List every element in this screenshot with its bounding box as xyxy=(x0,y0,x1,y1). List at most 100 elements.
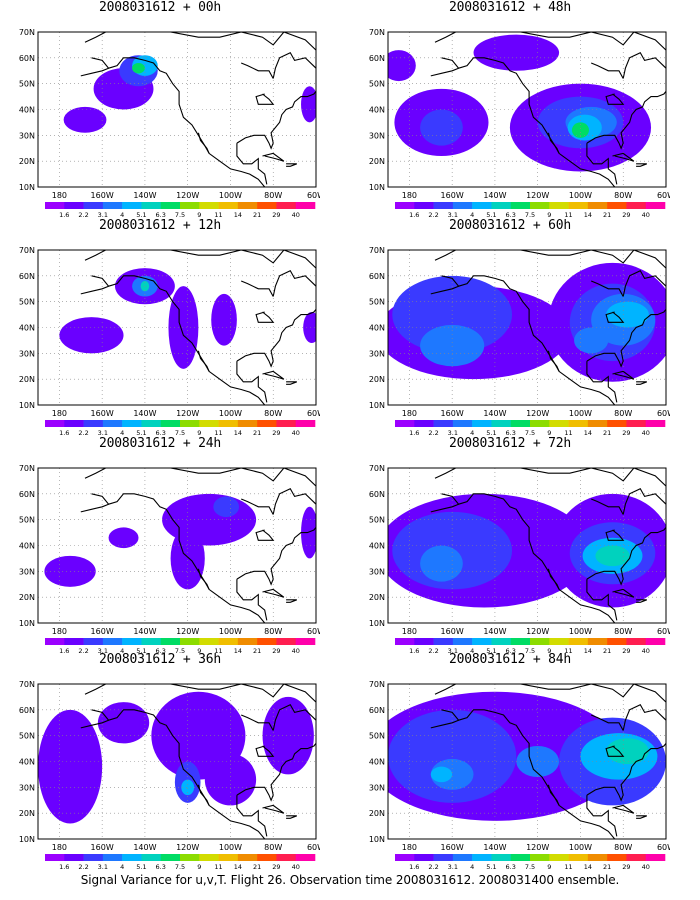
colorbar-swatch xyxy=(530,420,550,427)
variance-field xyxy=(38,468,316,623)
coastline xyxy=(91,57,266,187)
lon-tick-label: 80W xyxy=(264,191,282,200)
colorbar-swatch xyxy=(395,638,415,645)
colorbar-swatch xyxy=(83,854,104,861)
coastline xyxy=(605,745,625,757)
variance-contour xyxy=(606,301,649,328)
colorbar-label: 29 xyxy=(622,211,630,219)
variance-contour xyxy=(204,753,257,806)
lat-tick-label: 60N xyxy=(19,706,35,715)
colorbar-swatch xyxy=(199,420,219,427)
colorbar-swatch xyxy=(510,202,531,209)
colorbar-label: 11 xyxy=(214,211,222,219)
colorbar-swatch xyxy=(276,420,297,427)
colorbar-swatch xyxy=(626,854,647,861)
colorbar-swatch xyxy=(414,420,434,427)
colorbar-label: 5.1 xyxy=(136,863,146,871)
colorbar-label: 9 xyxy=(197,211,201,219)
colorbar-label: 1.6 xyxy=(409,647,419,655)
lon-tick-label: 160W xyxy=(91,627,114,636)
lon-tick-label: 60W xyxy=(657,191,670,200)
colorbar-label: 3.1 xyxy=(98,211,108,219)
variance-field xyxy=(388,32,666,187)
variance-contour xyxy=(108,527,139,549)
panel-title: 2008031612 + 00h xyxy=(98,0,222,15)
map-panel: 2008031612 + 84h 70N 60N 50N 40N 30N 20N 10N 180… xyxy=(350,652,670,871)
lon-tick-label: 180 xyxy=(52,191,67,200)
coastline xyxy=(84,32,316,51)
lon-tick-label: 180 xyxy=(52,627,67,636)
variance-contour xyxy=(213,496,240,518)
lat-tick-label: 60N xyxy=(369,706,385,715)
colorbar-swatch xyxy=(257,638,277,645)
coastline xyxy=(622,269,666,297)
map-plot: 70N 60N 50N 40N 30N 20N 10N 180 160W 140W 120W 100W… xyxy=(19,28,320,219)
lon-tick-label: 160W xyxy=(441,409,464,418)
variance-contour xyxy=(63,106,107,133)
lat-tick-label: 30N xyxy=(369,131,385,140)
coastline xyxy=(612,804,635,814)
colorbar-swatch xyxy=(122,202,142,209)
colorbar-label: 3.1 xyxy=(448,211,458,219)
colorbar-label: 5.1 xyxy=(486,211,496,219)
lat-tick-label: 10N xyxy=(19,835,35,844)
coastline xyxy=(605,311,625,323)
colorbar-swatch xyxy=(414,638,434,645)
colorbar-label: 21 xyxy=(603,211,611,219)
colorbar-swatch xyxy=(295,638,316,645)
colorbar-swatch xyxy=(472,638,492,645)
variance-contour xyxy=(132,63,145,74)
lon-tick-label: 120W xyxy=(176,409,199,418)
coastline xyxy=(236,91,316,150)
colorbar-swatch xyxy=(64,202,84,209)
lon-tick-label: 120W xyxy=(526,191,549,200)
lon-tick-label: 120W xyxy=(176,191,199,200)
lon-tick-label: 140W xyxy=(133,409,156,418)
coastline xyxy=(441,275,616,405)
lon-tick-label: 80W xyxy=(614,843,632,852)
variance-contour xyxy=(181,779,195,796)
coastline xyxy=(586,579,618,621)
colorbar-label: 14 xyxy=(584,863,592,871)
coastline xyxy=(80,503,109,513)
colorbar-swatch xyxy=(549,202,569,209)
colorbar-swatch xyxy=(587,854,608,861)
lat-tick-label: 40N xyxy=(369,758,385,767)
colorbar-label: 1.6 xyxy=(59,429,69,437)
colorbar-label: 11 xyxy=(214,647,222,655)
colorbar-swatch xyxy=(472,202,492,209)
coastline xyxy=(590,280,624,297)
colorbar-label: 4 xyxy=(470,429,474,437)
colorbar-swatch xyxy=(510,638,531,645)
colorbar-swatch xyxy=(433,420,454,427)
coastline xyxy=(197,784,210,806)
colorbar-label: 5.1 xyxy=(136,211,146,219)
colorbar-swatch xyxy=(295,202,316,209)
lon-tick-label: 80W xyxy=(614,191,632,200)
coastline xyxy=(286,381,297,385)
lon-tick-label: 120W xyxy=(176,627,199,636)
lat-tick-label: 50N xyxy=(369,80,385,89)
lat-tick-label: 30N xyxy=(19,131,35,140)
colorbar-label: 9 xyxy=(197,863,201,871)
colorbar-label: 1.6 xyxy=(409,429,419,437)
colorbar-swatch xyxy=(491,854,512,861)
panel-title: 2008031612 + 12h xyxy=(98,218,222,233)
colorbar-swatch xyxy=(395,202,415,209)
colorbar-label: 7.5 xyxy=(175,863,185,871)
colorbar-label: 14 xyxy=(234,863,242,871)
colorbar-swatch xyxy=(645,638,666,645)
lat-tick-label: 40N xyxy=(19,542,35,551)
lat-tick-label: 10N xyxy=(369,619,385,628)
colorbar-label: 4 xyxy=(470,647,474,655)
lat-tick-label: 40N xyxy=(19,324,35,333)
colorbar-swatch xyxy=(568,202,589,209)
lon-tick-label: 120W xyxy=(176,843,199,852)
coastline xyxy=(91,275,266,405)
coastline xyxy=(441,57,616,187)
coastline xyxy=(236,527,316,586)
colorbar-label: 6.3 xyxy=(506,429,516,437)
coastline xyxy=(236,143,268,185)
coastline xyxy=(586,143,618,185)
lat-tick-label: 10N xyxy=(369,401,385,410)
